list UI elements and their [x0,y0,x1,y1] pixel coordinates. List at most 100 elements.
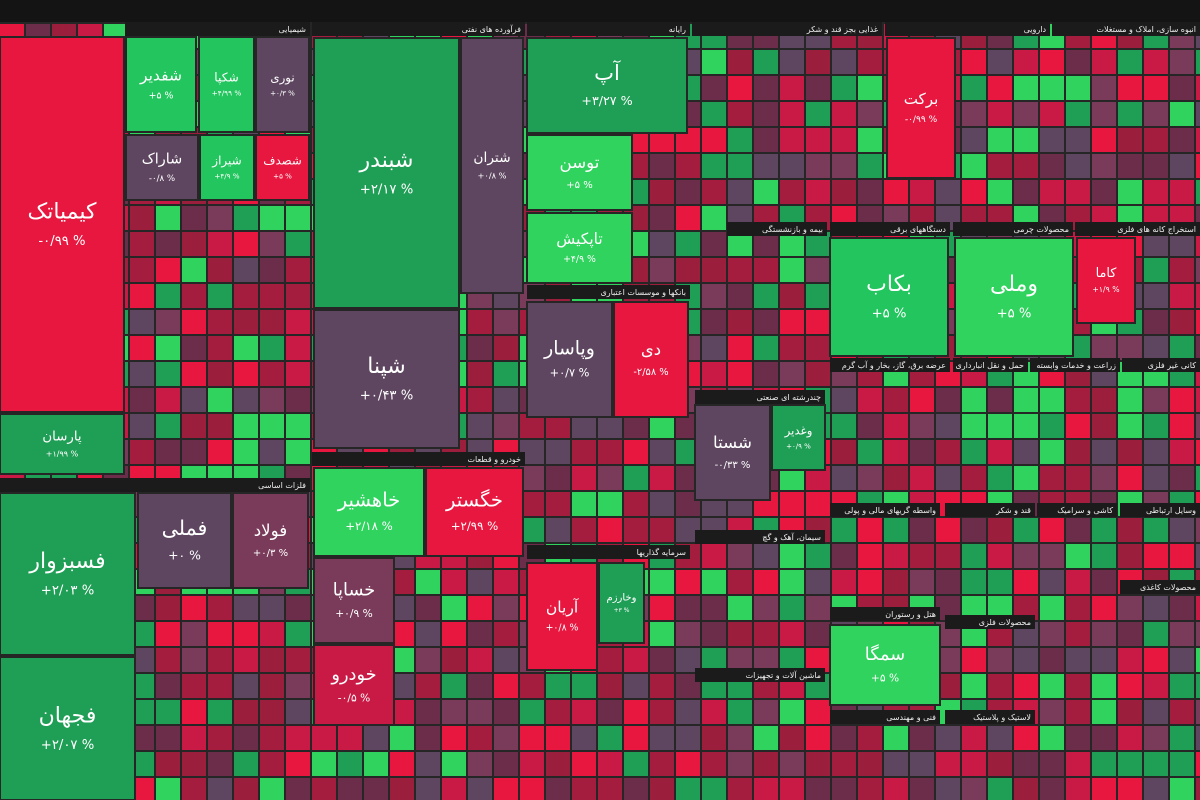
filler-cell [1066,388,1090,412]
filler-cell [676,752,700,776]
filler-cell [832,440,856,464]
filler-cell [1170,258,1194,282]
filler-cell [728,180,752,204]
sector-name: هتل و رستوران [885,610,936,619]
tile-symbol: وملی [990,272,1038,297]
filler-cell [702,206,726,230]
filler-cell [1196,596,1200,620]
sector-name: محصولات فلزی [979,618,1031,627]
tile-symbol: خاهشیر [337,489,400,512]
filler-cell [780,752,804,776]
filler-cell [1014,752,1038,776]
filler-cell [910,518,934,542]
tile [313,644,395,726]
filler-cell [1092,440,1116,464]
filler-cell [884,388,908,412]
filler-cell [546,752,570,776]
filler-cell [208,674,232,698]
filler-cell [988,76,1012,100]
filler-cell [1066,414,1090,438]
filler-cell [702,102,726,126]
filler-cell [364,778,388,800]
filler-cell [468,726,492,750]
filler-cell [1118,180,1142,204]
filler-cell [1170,414,1194,438]
filler-cell [546,466,570,490]
filler-cell [676,180,700,204]
tile-symbol: فولاد [254,521,287,540]
sector-name: ماشین آلات و تجهیزات [746,670,821,680]
filler-cell [286,206,310,230]
filler-cell [1144,544,1168,568]
filler-cell [130,310,154,334]
filler-cell [832,570,856,594]
filler-cell [1092,544,1116,568]
filler-cell [182,752,206,776]
filler-cell [468,336,492,360]
tile [886,37,956,179]
filler-cell [390,752,414,776]
filler-cell [286,752,310,776]
filler-cell [286,336,310,360]
filler-cell [780,154,804,178]
filler-cell [650,466,674,490]
filler-cell [442,726,466,750]
filler-cell [286,362,310,386]
filler-cell [572,700,596,724]
filler-cell [676,700,700,724]
filler-cell [260,596,284,620]
filler-cell [1040,414,1064,438]
tile-change: +۱/۹۹ % [46,450,79,459]
filler-cell [598,466,622,490]
filler-cell [884,752,908,776]
tile-symbol: وخارزم [607,593,637,604]
sector-name: خودرو و قطعات [467,455,521,464]
filler-cell [1170,336,1194,360]
filler-cell [1066,440,1090,464]
sector-header-bar [945,615,1035,629]
filler-cell [806,622,830,646]
filler-cell [468,778,492,800]
filler-cell [728,102,752,126]
filler-cell [962,388,986,412]
filler-cell [988,180,1012,204]
filler-cell [962,102,986,126]
filler-cell [728,726,752,750]
filler-cell [598,492,622,516]
filler-cell [1066,544,1090,568]
tile [199,134,255,201]
filler-cell [702,622,726,646]
tile-change: +۵ % [273,171,292,180]
tile-symbol: شستا [713,433,752,452]
filler-cell [416,674,440,698]
filler-cell [728,700,752,724]
filler-cell [650,648,674,672]
filler-cell [1014,440,1038,464]
tile [0,492,136,656]
filler-cell [208,232,232,256]
tile-change: -۰/۹۹ % [38,234,85,249]
filler-cell [234,414,258,438]
filler-cell [260,206,284,230]
tile [694,404,771,501]
filler-cell [754,76,778,100]
filler-cell [806,544,830,568]
sector-name: رایانه [669,25,686,34]
tile-symbol: شتران [473,150,510,166]
filler-cell [260,674,284,698]
filler-cell [182,648,206,672]
filler-cell [780,622,804,646]
filler-cell [1092,778,1116,800]
filler-cell [182,258,206,282]
filler-cell [988,50,1012,74]
filler-cell [1092,752,1116,776]
filler-cell [468,362,492,386]
filler-cell [988,388,1012,412]
tile-change: +۳/۲۷ % [581,93,632,108]
filler-cell [702,154,726,178]
filler-cell [650,258,674,282]
sector-name: سیمان، آهک و گچ [762,532,821,542]
filler-cell [1066,752,1090,776]
filler-cell [728,362,752,386]
filler-cell [1118,544,1142,568]
